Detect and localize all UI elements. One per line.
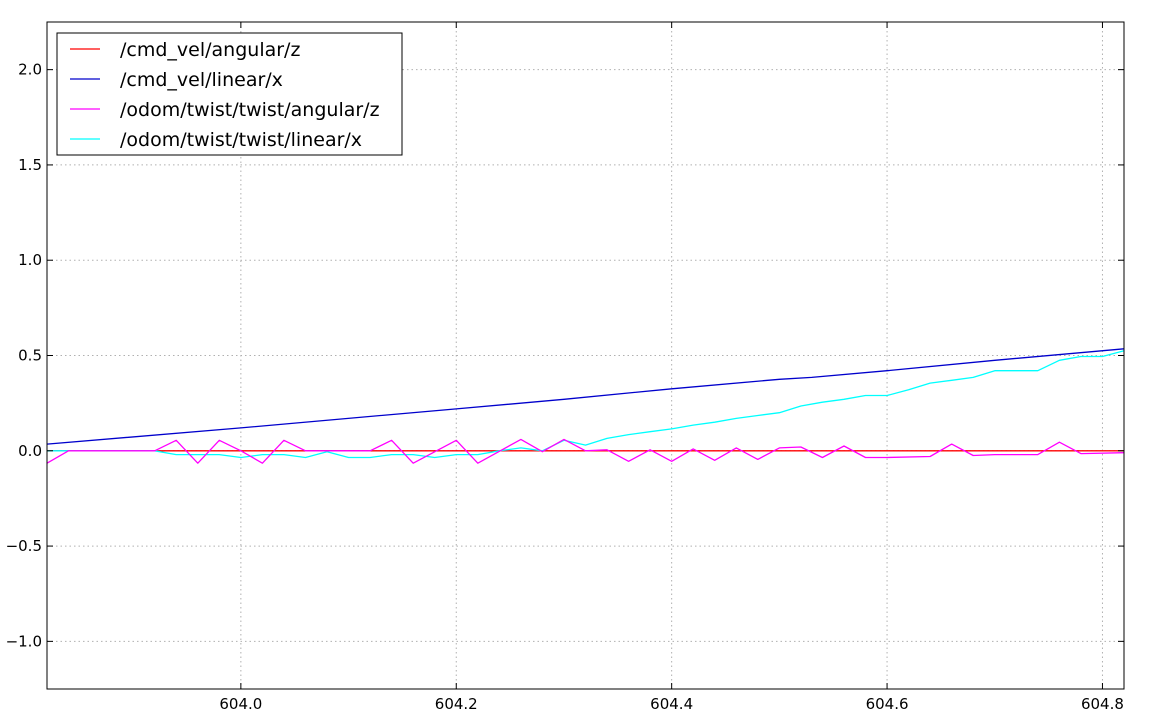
grid-lines <box>47 22 1124 689</box>
axis-ticks: 604.0 604.2 604.4 604.6 604.8 2.0 1.5 1.0 0.5 0.0… <box>6 22 1124 713</box>
legend: /cmd_vel/angular/z/cmd_vel/linear/x/odom… <box>56 32 403 156</box>
y-tick-label: 2.0 <box>18 61 42 79</box>
x-tick-label: 604.4 <box>650 695 693 713</box>
x-tick-label: 604.8 <box>1081 695 1124 713</box>
x-tick-label: 604.2 <box>435 695 478 713</box>
y-tick-label: 1.0 <box>18 251 42 269</box>
legend-label: /odom/twist/twist/linear/x <box>120 129 362 151</box>
x-tick-label: 604.0 <box>219 695 262 713</box>
series-line-cmd-vel-linear-x <box>46 348 1125 445</box>
legend-label: /cmd_vel/angular/z <box>120 39 300 61</box>
y-tick-label: 0.0 <box>18 442 42 460</box>
series-line-odom-twist-twist-angular-z <box>46 438 1125 464</box>
legend-label: /cmd_vel/linear/x <box>120 69 283 91</box>
x-tick-label: 604.6 <box>866 695 909 713</box>
series-lines <box>46 348 1125 464</box>
y-tick-label: −1.0 <box>6 632 42 650</box>
y-tick-label: −0.5 <box>6 537 42 555</box>
y-tick-label: 1.5 <box>18 156 42 174</box>
y-tick-label: 0.5 <box>18 347 42 365</box>
legend-box <box>56 32 403 156</box>
legend-label: /odom/twist/twist/angular/z <box>120 99 380 121</box>
series-line-odom-twist-twist-linear-x <box>47 350 1125 459</box>
